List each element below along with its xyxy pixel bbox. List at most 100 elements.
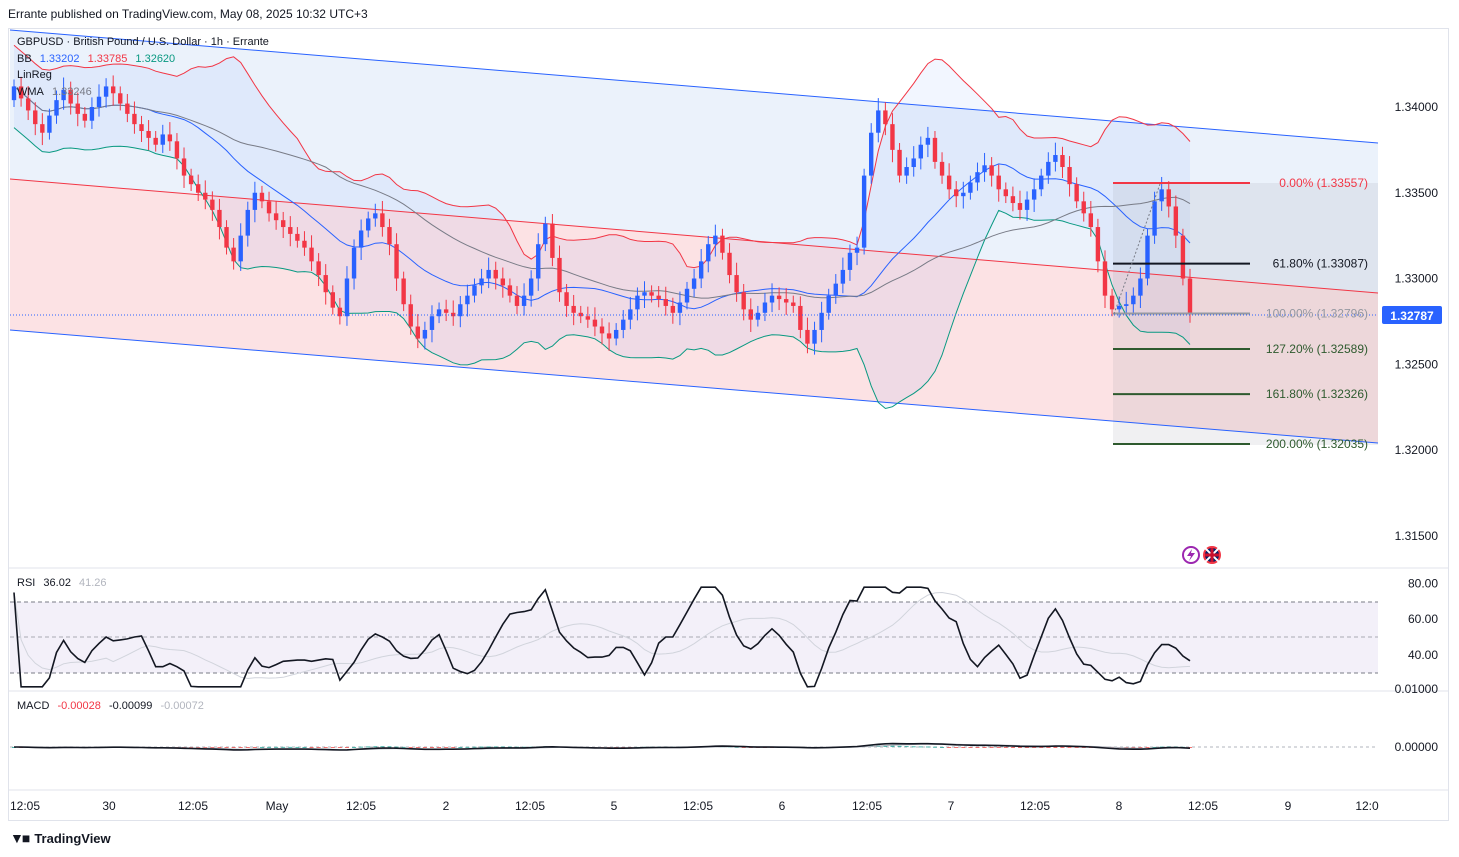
candle-body	[840, 269, 846, 284]
price-axis[interactable]: 1.34000 1.33500 1.33000 1.32500 1.32000 1.315…	[1395, 100, 1439, 543]
macd-bar	[1032, 747, 1037, 748]
candle-body	[309, 247, 314, 262]
candle-body	[826, 295, 831, 313]
candle-body	[798, 305, 803, 330]
candle-body	[224, 227, 229, 248]
candle-body	[486, 269, 491, 279]
candle-body	[769, 295, 775, 303]
macd-bar	[968, 747, 973, 748]
macd-bar	[1053, 747, 1058, 748]
candle-body	[443, 309, 449, 313]
candle-body	[373, 213, 378, 219]
macd-bar	[394, 746, 399, 748]
bb-upper-value: 1.33785	[87, 53, 128, 65]
rsi-ma-value: 41.26	[79, 577, 107, 589]
candle-body	[266, 201, 272, 214]
macd-bar	[337, 747, 342, 748]
time-tick: 12:05	[1188, 799, 1218, 813]
candle-body	[833, 283, 838, 296]
time-tick: 9	[1285, 799, 1292, 813]
macd-bar	[1060, 747, 1065, 748]
candle-body	[1053, 155, 1058, 162]
candle-body	[954, 189, 959, 197]
macd-bar	[302, 746, 307, 748]
channel-bottom-line	[9, 329, 1379, 444]
candle-body	[1017, 203, 1023, 210]
candle-body	[1152, 201, 1157, 236]
linreg-legend[interactable]: LinReg	[17, 68, 57, 82]
candle-body	[592, 319, 598, 327]
candle-body	[1109, 295, 1115, 310]
candle-body	[1124, 304, 1129, 306]
macd-bar	[210, 747, 215, 748]
candle-body	[40, 124, 45, 133]
candle-body	[118, 93, 123, 104]
candle-body	[1159, 189, 1164, 202]
rsi-legend[interactable]: RSI 36.02 41.26	[17, 576, 112, 590]
candle-body	[25, 98, 31, 111]
fib-label: 0.00% (1.33557)	[1279, 176, 1368, 190]
chart-frame	[8, 28, 1449, 821]
bb-legend[interactable]: BB 1.33202 1.33785 1.32620	[17, 52, 180, 66]
price-tick: 1.31500	[1395, 529, 1439, 543]
candle-body	[918, 144, 923, 159]
candle-body	[153, 137, 158, 145]
macd-bar	[352, 746, 357, 748]
candle-body	[61, 89, 66, 101]
candle-body	[748, 309, 753, 320]
candle-body	[1046, 161, 1051, 176]
macd-bar	[982, 747, 987, 748]
macd-bar	[245, 747, 250, 748]
candle-body	[238, 235, 243, 262]
candle-body	[791, 302, 796, 306]
candle-body	[925, 137, 931, 145]
candle-body	[401, 278, 406, 305]
time-axis[interactable]: 12:05 30 12:05 May 12:05 2 12:05 5 12:05 6 12:05 7 1…	[10, 799, 1379, 813]
macd-bar	[309, 747, 314, 748]
candle-body	[904, 167, 909, 176]
macd-tick: 0.01000	[1395, 682, 1439, 696]
time-tick: 8	[1116, 799, 1123, 813]
macd-bar	[231, 747, 236, 748]
candle-body	[252, 192, 258, 210]
candle-body	[805, 329, 810, 344]
candle-body	[245, 209, 250, 236]
time-tick: 12:05	[1020, 799, 1050, 813]
tradingview-logo[interactable]: ▼■ TradingView	[10, 830, 111, 846]
macd-bar	[961, 747, 966, 748]
candle-body	[1173, 206, 1179, 236]
candle-body	[472, 285, 477, 296]
candle-body	[890, 124, 895, 150]
candle-body	[1074, 184, 1079, 202]
macd-bar	[883, 745, 888, 747]
macd-bar	[472, 746, 477, 748]
price-tick: 1.34000	[1395, 100, 1439, 114]
macd-legend[interactable]: MACD -0.00028 -0.00099 -0.00072	[17, 699, 209, 713]
macd-bar	[316, 747, 321, 748]
candle-body	[543, 223, 548, 245]
macd-bar	[415, 747, 420, 748]
candle-body	[68, 89, 73, 104]
candle-body	[337, 307, 343, 317]
candle-body	[103, 86, 109, 97]
candle-body	[521, 295, 527, 306]
macd-bar	[444, 747, 449, 748]
macd-bar	[238, 747, 243, 748]
fib-label: 161.80% (1.32326)	[1266, 387, 1368, 401]
candle-body	[195, 184, 201, 193]
candle-body	[366, 218, 371, 231]
candle-body	[713, 235, 718, 245]
current-price-badge	[1382, 306, 1442, 324]
candle-body	[514, 295, 520, 306]
uk-flag-event-icon[interactable]	[1203, 546, 1221, 564]
wma-legend[interactable]: WMA 1.33246	[17, 85, 97, 99]
candle-body	[755, 312, 761, 320]
candle-body	[606, 333, 612, 339]
candle-body	[493, 269, 498, 279]
candle-body	[1102, 261, 1108, 296]
macd-bar	[401, 746, 406, 748]
candle-body	[670, 305, 676, 313]
macd-bar	[203, 747, 208, 748]
lightning-event-icon[interactable]	[1182, 546, 1200, 564]
